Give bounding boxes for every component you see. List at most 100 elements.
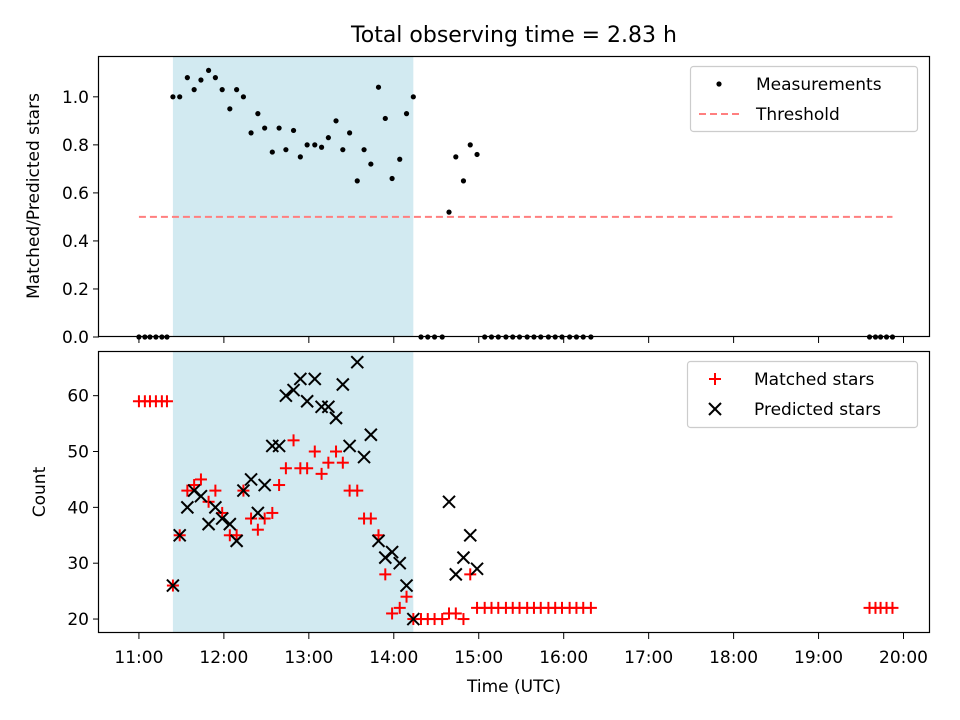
predicted-point (172, 528, 187, 542)
predicted-point (393, 556, 407, 570)
measurement-point (318, 144, 325, 150)
measurement-point (297, 154, 303, 160)
measurement-point (269, 149, 275, 155)
y-tick-label: 50 (67, 443, 89, 463)
predicted-point (364, 428, 378, 442)
x-tick-label: 11:00 (114, 648, 163, 668)
measurement-point (290, 127, 297, 134)
predicted-point (272, 439, 286, 453)
predicted-point (279, 388, 293, 403)
matched-point (230, 529, 243, 542)
y-tick-label: 0.2 (62, 280, 89, 300)
predicted-point (229, 534, 244, 548)
predicted-point (293, 372, 308, 386)
measurement-point (467, 142, 473, 148)
count-panel: 20 30 40 50 60 Count Matched stars Predicted… (30, 350, 931, 634)
measurement-point (474, 151, 480, 158)
measurement-point (368, 161, 374, 167)
ratio-legend-box (689, 65, 919, 133)
predicted-point (244, 472, 258, 487)
matched-point (287, 434, 300, 447)
measurement-point (375, 84, 382, 90)
y-tick-label: 1.0 (62, 88, 89, 108)
matched-point (266, 506, 279, 519)
predicted-point (300, 394, 314, 408)
matched-point (330, 445, 343, 458)
predicted-point (385, 545, 399, 559)
measurement-point (191, 87, 197, 93)
matched-point (449, 607, 462, 620)
legend-measurements-marker (716, 81, 722, 87)
measurement-point (205, 67, 212, 74)
predicted-point (321, 400, 336, 414)
measurement-point (304, 142, 310, 148)
y-tick-label: 30 (67, 554, 89, 574)
x-tick-label: 12:00 (199, 648, 248, 668)
legend-matched-label: Matched stars (754, 370, 874, 390)
measurement-point (460, 178, 467, 184)
measurement-point (248, 130, 254, 136)
y-tick-label: 20 (67, 610, 89, 630)
measurement-point (403, 111, 410, 117)
matched-point (351, 484, 364, 497)
predicted-point (399, 578, 414, 593)
measurement-point (184, 75, 190, 81)
matched-point (160, 395, 173, 408)
measurement-point (347, 130, 353, 136)
matched-point (188, 479, 201, 492)
matched-point (245, 512, 258, 525)
x-tick-label: 20:00 (879, 648, 928, 668)
matched-point (315, 467, 328, 480)
measurement-point (227, 106, 233, 112)
measurement-point (177, 94, 183, 100)
measurement-point (212, 75, 218, 81)
ratio-panel: 0.0 0.2 0.4 0.6 0.8 1.0 Matched/Predicted sta… (24, 55, 931, 348)
predicted-point (236, 483, 251, 498)
predicted-point (180, 500, 195, 515)
matched-point (393, 601, 406, 614)
ratio-panel-ylabel: Matched/Predicted stars (24, 93, 44, 299)
predicted-point (371, 534, 386, 548)
measurement-point (410, 94, 416, 100)
predicted-point (223, 517, 237, 531)
count-panel-shade (172, 351, 414, 633)
measurement-point (340, 147, 346, 153)
matched-point (400, 590, 413, 603)
measurement-point (170, 94, 176, 100)
predicted-point (208, 500, 223, 515)
matched-point (194, 473, 207, 486)
measurement-point (234, 87, 240, 93)
x-axis-label: Time (UTC) (466, 677, 561, 697)
matched-point (279, 462, 292, 475)
predicted-point (442, 495, 456, 509)
legend-measurements-label: Measurements (756, 75, 882, 95)
predicted-point (470, 562, 484, 576)
ratio-legend: Measurements Threshold (689, 65, 919, 133)
predicted-point (251, 506, 265, 520)
measurement-point (198, 77, 204, 83)
predicted-point (449, 567, 463, 582)
predicted-point (406, 612, 421, 626)
matched-point (308, 445, 321, 458)
matched-point (301, 462, 314, 475)
x-tick-label: 19:00 (794, 648, 843, 668)
predicted-point (336, 377, 350, 392)
predicted-point (342, 439, 357, 453)
predicted-point (329, 411, 343, 425)
predicted-point (456, 550, 471, 565)
legend-matched-marker (709, 373, 721, 385)
measurement-point (312, 142, 318, 148)
measurement-point (333, 118, 339, 124)
ratio-panel-frame (97, 55, 931, 338)
predicted-point (166, 578, 180, 593)
measurement-point (219, 87, 225, 93)
matched-point (216, 506, 229, 519)
matched-point (464, 568, 477, 581)
predicted-point (215, 511, 229, 526)
x-tick-label: 18:00 (709, 648, 758, 668)
predicted-point (463, 528, 477, 542)
matched-point (436, 613, 449, 626)
matched-point (258, 512, 271, 525)
y-tick-label: 0.4 (62, 232, 89, 252)
matched-point (251, 523, 264, 536)
